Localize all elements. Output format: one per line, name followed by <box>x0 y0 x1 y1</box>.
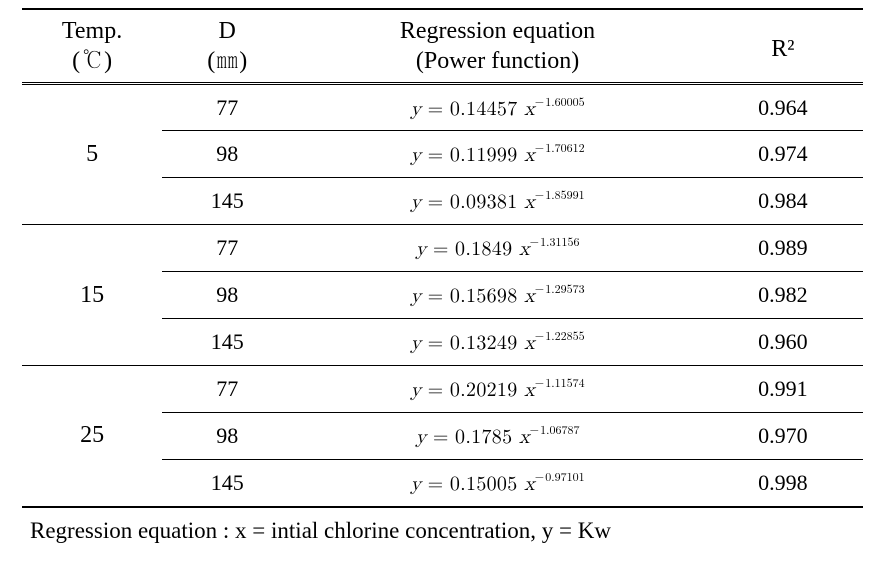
temp-cell: 15 <box>22 225 162 366</box>
d-cell: 77 <box>162 225 292 272</box>
d-cell: 77 <box>162 84 292 131</box>
temp-cell: 25 <box>22 366 162 507</box>
equation-cell: y = 0.20219 x− 1.11574 <box>292 366 702 413</box>
equation-cell: y = 0.1849 x− 1.31156 <box>292 225 702 272</box>
regression-table: Temp. D Regression equation R² (℃) (㎜) (… <box>22 8 863 508</box>
table-row: 2577y = 0.20219 x− 1.115740.991 <box>22 366 863 413</box>
header-equation: Regression equation <box>292 9 702 46</box>
equation-cell: y = 0.15005 x− 0.97101 <box>292 460 702 507</box>
r2-cell: 0.998 <box>703 460 863 507</box>
r2-cell: 0.991 <box>703 366 863 413</box>
table-body: 577y = 0.14457 x− 1.600050.96498y = 0.11… <box>22 84 863 507</box>
table-row: 1577y = 0.1849 x− 1.311560.989 <box>22 225 863 272</box>
header-temp: Temp. <box>22 9 162 46</box>
header-eq-sub: (Power function) <box>292 46 702 84</box>
header-temp-unit: (℃) <box>22 46 162 84</box>
d-cell: 77 <box>162 366 292 413</box>
r2-cell: 0.984 <box>703 178 863 225</box>
table-row: 577y = 0.14457 x− 1.600050.964 <box>22 84 863 131</box>
d-cell: 145 <box>162 319 292 366</box>
footnote: Regression equation : x = intial chlorin… <box>22 508 863 544</box>
equation-cell: y = 0.09381 x− 1.85991 <box>292 178 702 225</box>
equation-cell: y = 0.11999 x− 1.70612 <box>292 131 702 178</box>
d-cell: 98 <box>162 272 292 319</box>
r2-cell: 0.974 <box>703 131 863 178</box>
r2-cell: 0.960 <box>703 319 863 366</box>
r2-cell: 0.964 <box>703 84 863 131</box>
d-cell: 145 <box>162 460 292 507</box>
equation-cell: y = 0.15698 x− 1.29573 <box>292 272 702 319</box>
r2-cell: 0.982 <box>703 272 863 319</box>
d-cell: 145 <box>162 178 292 225</box>
header-d-unit: (㎜) <box>162 46 292 84</box>
r2-cell: 0.970 <box>703 413 863 460</box>
d-cell: 98 <box>162 413 292 460</box>
d-cell: 98 <box>162 131 292 178</box>
equation-cell: y = 0.14457 x− 1.60005 <box>292 84 702 131</box>
header-r2: R² <box>703 9 863 84</box>
temp-cell: 5 <box>22 84 162 225</box>
equation-cell: y = 0.1785 x− 1.06787 <box>292 413 702 460</box>
header-d: D <box>162 9 292 46</box>
r2-cell: 0.989 <box>703 225 863 272</box>
equation-cell: y = 0.13249 x− 1.22855 <box>292 319 702 366</box>
